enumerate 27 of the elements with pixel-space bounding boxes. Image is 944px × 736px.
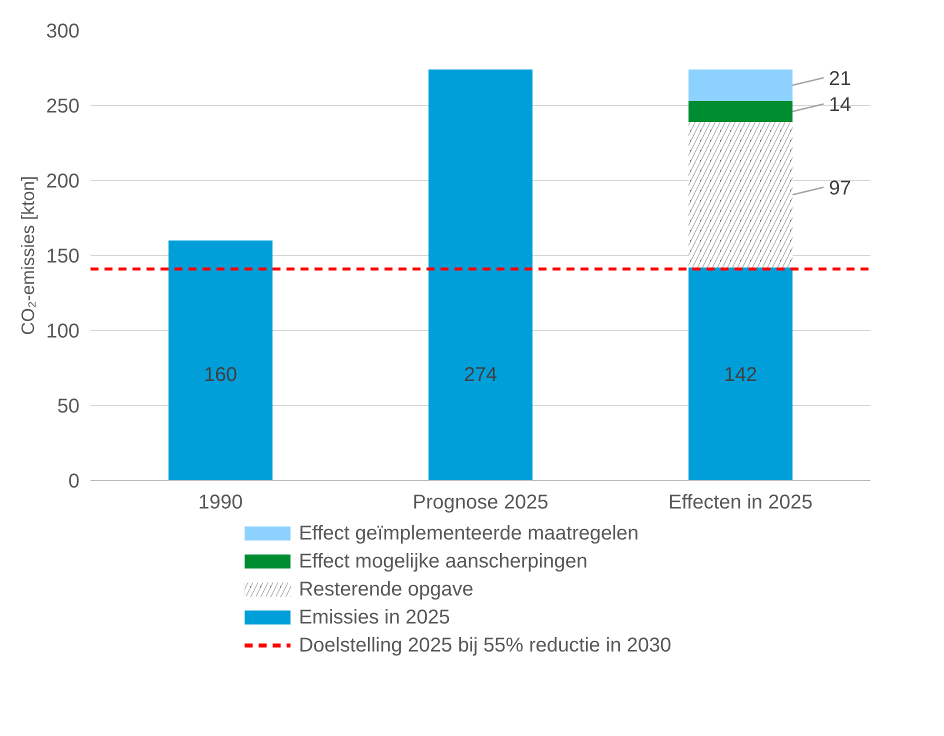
data-label: 274 [464, 364, 498, 386]
x-tick-label: Effecten in 2025 [668, 492, 813, 514]
y-tick-label: 100 [46, 320, 80, 342]
bar [688, 268, 792, 480]
y-axis-title: CO₂-emissies [kton] [18, 176, 38, 336]
data-label: 14 [828, 94, 852, 116]
x-tick-label: Prognose 2025 [412, 492, 548, 514]
data-label: 160 [204, 364, 238, 386]
legend-label: Emissies in 2025 [298, 606, 450, 628]
legend-label: Effect mogelijke aanscherpingen [298, 550, 588, 572]
data-label: 97 [828, 177, 852, 200]
bar [168, 240, 272, 480]
bar [428, 70, 532, 480]
bar [688, 101, 792, 122]
bar [688, 70, 792, 101]
legend-label: Doelstelling 2025 bij 55% reductie in 2030 [298, 634, 672, 656]
y-tick-label: 250 [46, 96, 80, 118]
legend-label: Resterende opgave [298, 578, 474, 600]
y-tick-label: 50 [57, 396, 80, 418]
legend-label: Effect geïmplementeerde maatregelen [298, 522, 639, 544]
y-tick-label: 150 [46, 246, 80, 268]
data-label: 21 [828, 68, 852, 90]
y-tick-label: 200 [46, 170, 80, 192]
x-tick-label: 1990 [198, 492, 243, 514]
y-tick-label: 300 [46, 20, 80, 42]
data-label: 142 [724, 364, 758, 386]
y-tick-label: 0 [68, 470, 80, 492]
